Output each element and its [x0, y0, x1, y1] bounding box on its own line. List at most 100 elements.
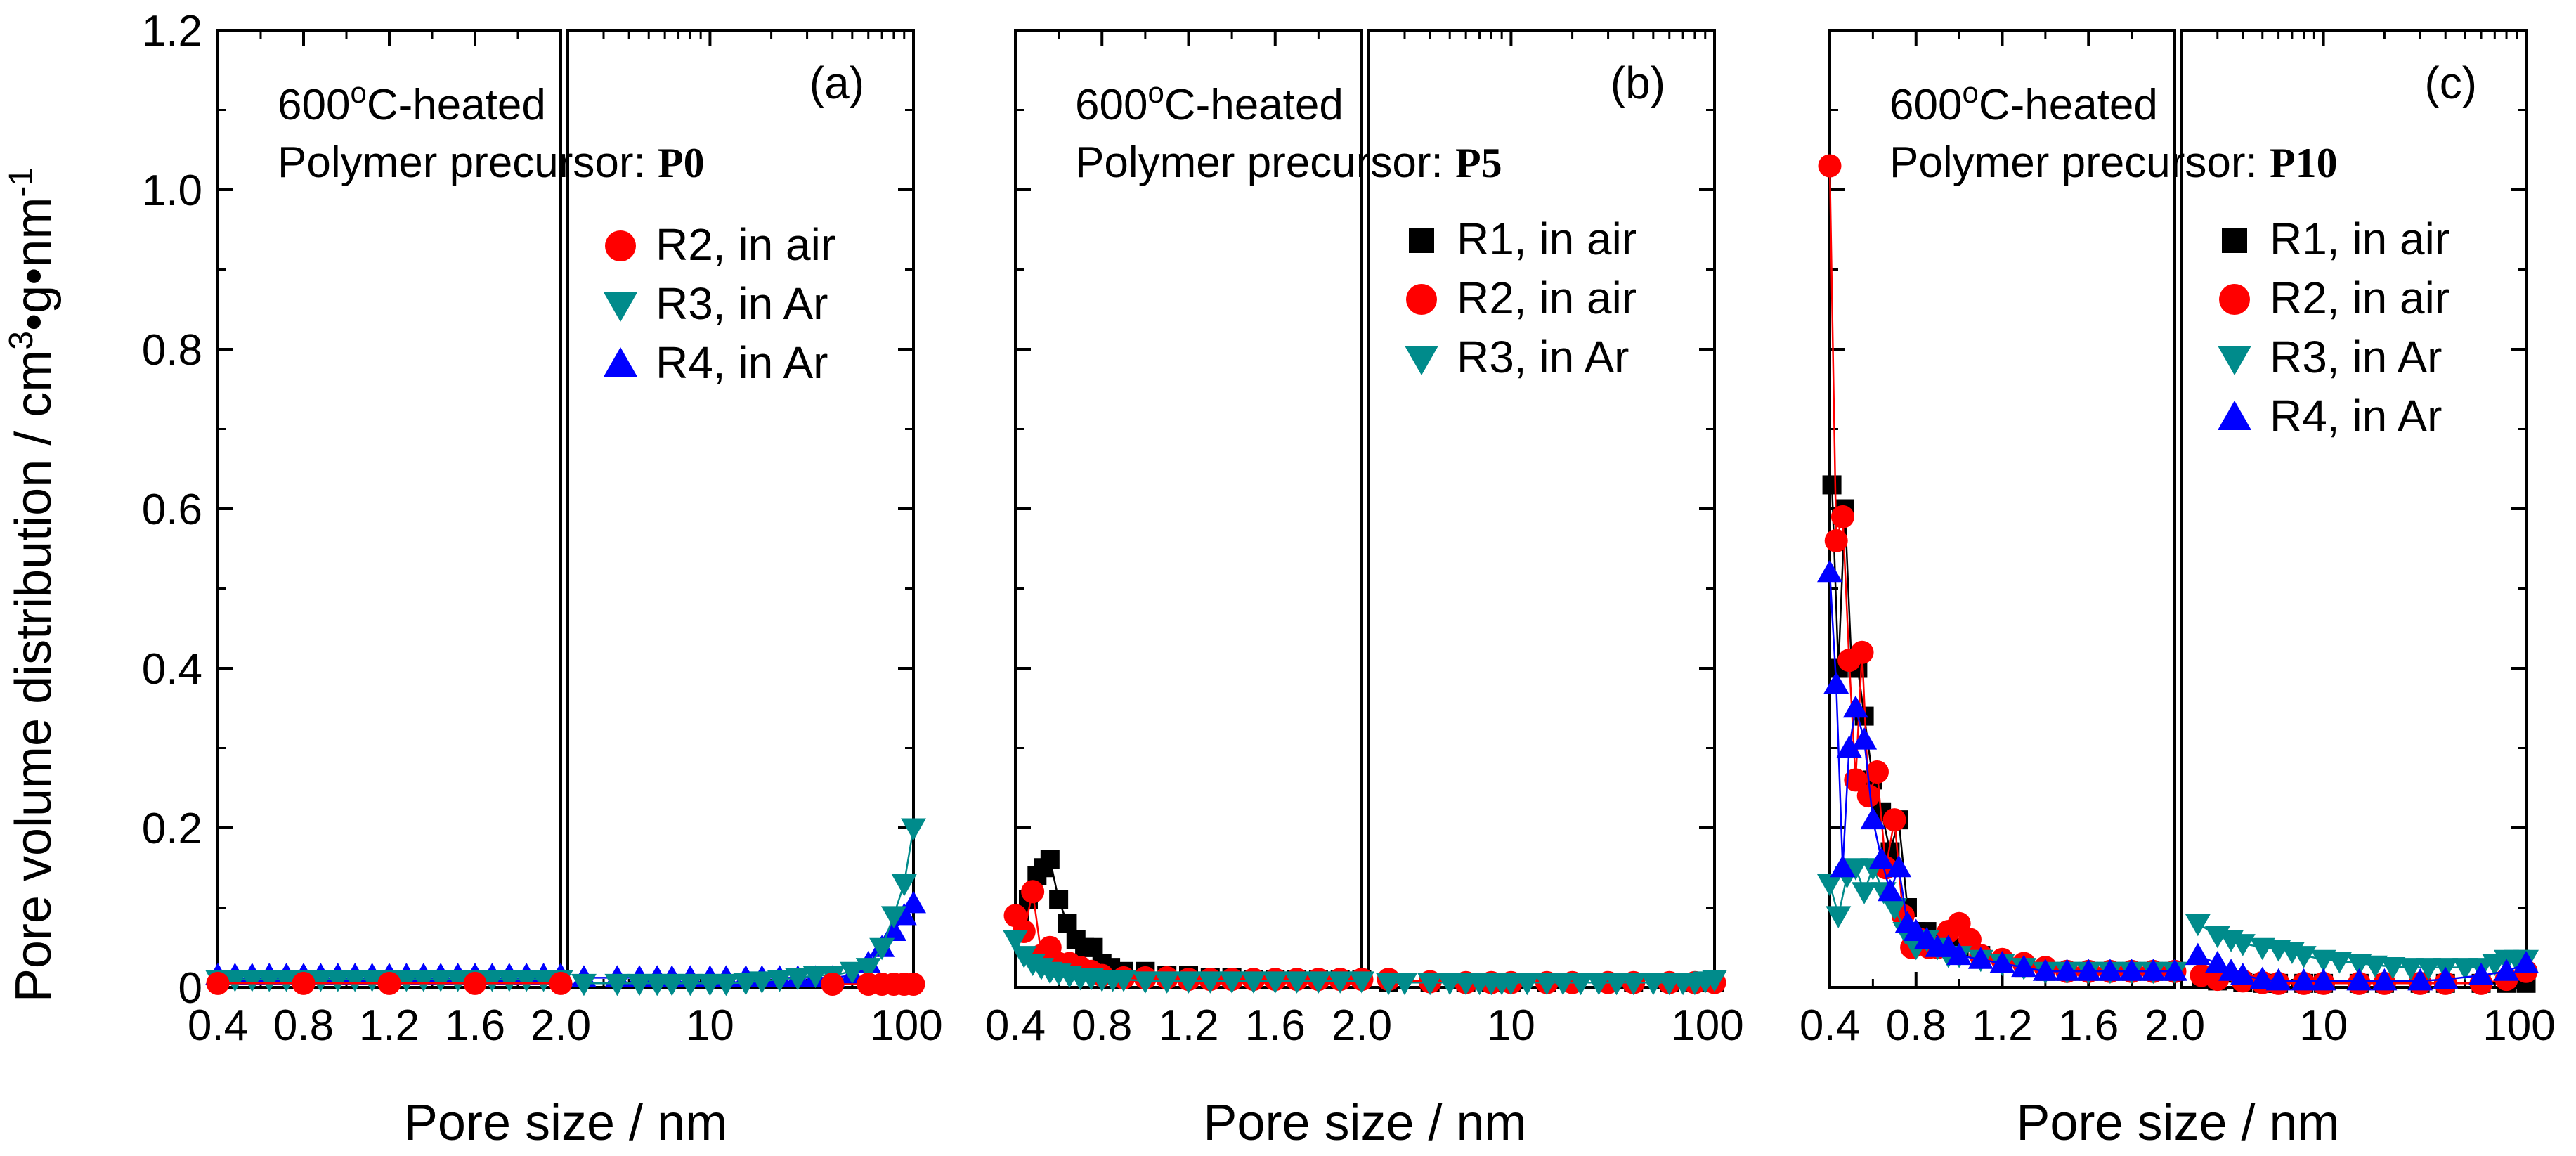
x-tick-label: 10	[686, 1001, 734, 1050]
legend-marker	[1406, 284, 1437, 315]
x-tick-label: 100	[870, 1001, 942, 1050]
y-tick-label: 0.6	[142, 486, 202, 534]
data-point	[2185, 942, 2211, 966]
data-point	[1514, 973, 1540, 996]
data-point	[239, 970, 265, 992]
data-point	[1111, 970, 1137, 992]
data-point	[1604, 973, 1629, 996]
data-point	[2185, 914, 2211, 937]
data-point	[1534, 973, 1560, 996]
data-point	[2346, 968, 2372, 991]
data-point	[1850, 640, 1874, 664]
legend-marker	[2219, 284, 2250, 315]
x-tick-label: 0.4	[985, 1001, 1046, 1050]
data-point	[869, 937, 895, 961]
x-tick-label: 1.6	[1245, 1001, 1306, 1050]
data-point	[733, 973, 759, 996]
x-tick-label: 0.8	[1886, 1001, 1946, 1050]
data-point	[1842, 695, 1868, 718]
x-tick-label: 0.8	[273, 1001, 334, 1050]
data-point	[1349, 971, 1374, 994]
data-point	[2372, 968, 2398, 991]
data-point	[2362, 955, 2388, 978]
data-point	[604, 973, 630, 996]
x-axis-label: Pore size / nm	[2016, 1095, 2339, 1151]
series-R3	[1003, 930, 1727, 996]
data-point	[325, 970, 351, 992]
data-point	[902, 972, 925, 996]
legend-label: R2, in air	[2270, 273, 2450, 323]
data-point	[1306, 971, 1332, 994]
data-point	[428, 970, 454, 992]
data-point	[2380, 956, 2406, 980]
data-point	[2452, 958, 2478, 980]
data-point	[1040, 850, 1060, 869]
y-axis-label-group: Pore volume distribution / cm3•g•nm-1	[3, 167, 62, 1002]
legend-marker	[1409, 228, 1434, 253]
panel-letter: (b)	[1611, 58, 1665, 108]
data-point	[901, 818, 926, 840]
y-tick-label: 1.0	[142, 167, 202, 215]
panel-title-heating: 600oC-heated	[278, 76, 546, 129]
panels: 0 0.2 0.4 0.6 0.8 1.0 1.2 0.4 0.8 1.2 1.6 2.0 10 100 P…	[142, 7, 2556, 1151]
data-point	[1058, 914, 1077, 933]
legend-marker	[605, 230, 636, 261]
data-point	[2054, 959, 2080, 981]
legend-label: R4, in Ar	[656, 337, 828, 388]
x-axis-label: Pore size / nm	[404, 1095, 727, 1151]
data-point	[767, 970, 793, 992]
data-point	[1550, 973, 1576, 996]
data-point	[2291, 968, 2317, 991]
data-point	[1391, 973, 1417, 996]
data-point	[1852, 882, 1878, 904]
legend-label: R4, in Ar	[2270, 391, 2442, 441]
legend-label: R3, in Ar	[656, 278, 828, 329]
y-tick-label: 0.8	[142, 326, 202, 375]
data-point	[2265, 968, 2291, 991]
x-tick-label: 1.2	[359, 1001, 419, 1050]
x-tick-label: 2.0	[2145, 1001, 2205, 1050]
data-point	[1822, 475, 1842, 495]
legend-label: R2, in air	[656, 219, 835, 270]
legend: R1, in air R2, in air R3, in Ar	[1405, 214, 1637, 382]
data-point	[1842, 858, 1868, 881]
data-point	[1021, 880, 1045, 904]
data-point	[2162, 959, 2187, 981]
legend-marker	[1405, 346, 1438, 375]
data-point	[839, 961, 865, 985]
series-R4	[1817, 559, 2539, 991]
data-point	[1860, 807, 1886, 830]
panel-title-heating: 600oC-heated	[1075, 76, 1344, 129]
panel-title-precursor: Polymer precursor: P5	[1075, 138, 1502, 187]
data-point	[802, 966, 828, 988]
y-tick-label: 0.4	[142, 645, 202, 694]
data-point	[359, 970, 385, 992]
data-point	[880, 918, 906, 942]
data-point	[1437, 973, 1463, 996]
data-point	[901, 890, 926, 914]
y-tick-label: 1.2	[142, 7, 202, 56]
data-point	[1856, 784, 1880, 808]
legend: R1, in air R2, in air R3, in Ar R4, in Ar	[2218, 214, 2450, 441]
data-point	[1830, 855, 1856, 878]
data-point	[1824, 528, 1848, 552]
x-tick-label: 100	[1671, 1001, 1743, 1050]
legend-label: R2, in air	[1457, 273, 1637, 323]
data-point	[1877, 878, 1903, 902]
legend-label: R3, in Ar	[2270, 332, 2442, 382]
panel-letter: (a)	[809, 58, 864, 108]
data-point	[1836, 735, 1862, 758]
x-tick-label: 1.2	[1158, 1001, 1218, 1050]
data-point	[514, 970, 540, 992]
x-tick-label: 2.0	[531, 1001, 591, 1050]
data-point	[1967, 947, 1993, 969]
data-point	[626, 973, 652, 996]
data-point	[342, 970, 368, 992]
data-point	[1817, 874, 1842, 897]
data-point	[891, 874, 917, 897]
panel-1: 0 0.2 0.4 0.6 0.8 1.0 1.2 0.4 0.8 1.2 1.6 2.0 10 100 P…	[142, 7, 943, 1151]
data-point	[222, 970, 248, 992]
data-point	[1844, 768, 1868, 792]
data-point	[1262, 971, 1288, 994]
legend: R2, in air R3, in Ar R4, in Ar	[604, 219, 835, 388]
